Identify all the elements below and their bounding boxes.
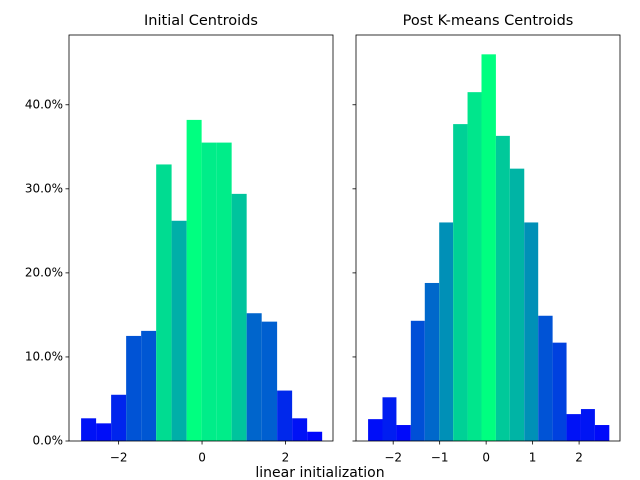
bar <box>126 335 142 441</box>
bar <box>566 414 581 441</box>
bar <box>552 342 567 441</box>
bar <box>424 282 440 441</box>
bar <box>277 390 293 441</box>
bar <box>141 330 157 441</box>
bar <box>307 431 323 441</box>
bar <box>580 409 595 441</box>
bar <box>524 222 539 441</box>
bar <box>96 423 112 441</box>
bar <box>186 119 202 441</box>
x-tick-label: 2 <box>282 451 290 465</box>
bar <box>467 92 482 441</box>
bar <box>292 418 308 441</box>
x-tick-label: −1 <box>431 451 449 465</box>
bar <box>201 142 217 441</box>
bar <box>396 425 411 441</box>
bar <box>594 425 610 441</box>
y-tick-label: 30.0% <box>25 181 63 195</box>
bar <box>453 124 468 442</box>
chart-title: Initial Centroids <box>144 13 258 29</box>
axes-frame <box>68 34 334 442</box>
y-tick-label: 0.0% <box>33 434 64 448</box>
bar <box>382 397 397 441</box>
bar <box>231 193 247 441</box>
bar <box>171 220 187 441</box>
bar <box>261 321 278 441</box>
bar <box>81 418 97 441</box>
bar <box>495 135 510 441</box>
bar <box>156 164 172 441</box>
bar <box>481 54 496 441</box>
x-tick-label: −2 <box>110 451 128 465</box>
bar <box>410 320 425 441</box>
y-tick-label: 10.0% <box>25 349 63 363</box>
chart-title: Post K-means Centroids <box>403 13 574 29</box>
x-tick-label: 0 <box>482 451 490 465</box>
x-tick-label: −2 <box>384 451 402 465</box>
bar <box>216 142 232 441</box>
y-tick-label: 20.0% <box>25 265 63 279</box>
y-tick-label: 40.0% <box>25 97 63 111</box>
bar <box>538 315 553 441</box>
bar <box>509 168 525 442</box>
bar <box>111 394 127 441</box>
x-tick-label: 1 <box>529 451 537 465</box>
x-tick-label: 2 <box>575 451 583 465</box>
bar <box>246 313 262 441</box>
bar <box>368 419 383 441</box>
figure-x-label: linear initialization <box>255 465 384 480</box>
axes-frame <box>355 34 621 442</box>
bar <box>439 222 454 441</box>
x-tick-label: 0 <box>198 451 206 465</box>
